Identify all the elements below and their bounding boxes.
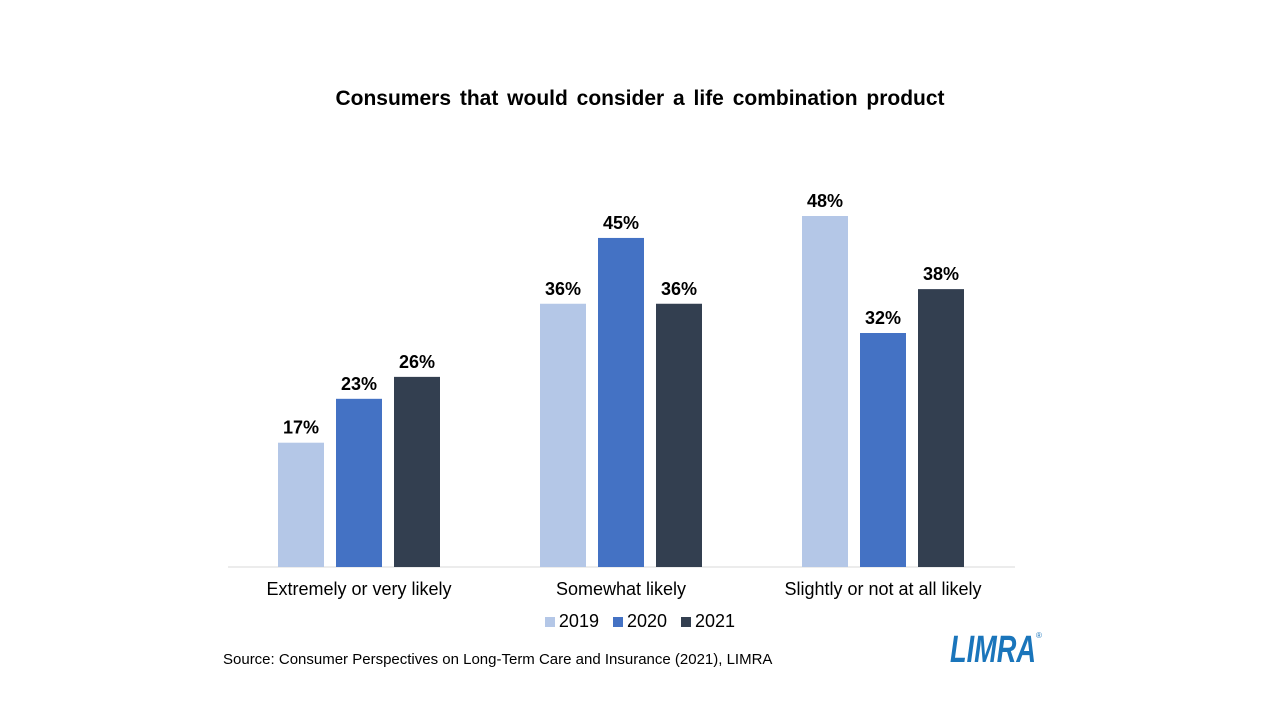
bar-2020-3: [860, 333, 906, 567]
legend-swatch-2020: [612, 616, 623, 627]
legend-item-2019: 2019: [544, 611, 599, 632]
data-label-2021-3: 38%: [923, 264, 959, 284]
svg-text:®: ®: [1036, 631, 1042, 640]
legend-label-2021: 2021: [695, 611, 736, 631]
legend-item-2020: 2020: [612, 611, 668, 632]
data-label-2019-3: 48%: [807, 191, 843, 211]
data-label-2021-1: 26%: [399, 352, 435, 372]
bar-2021-2: [656, 303, 702, 567]
data-label-2021-2: 36%: [661, 279, 697, 299]
bar-2020-2: [598, 237, 644, 567]
legend-swatch-2019: [544, 616, 555, 627]
legend-swatch-2021: [681, 616, 692, 627]
limra-logo: LIMRA ®: [950, 629, 1042, 668]
category-label-2: Somewhat likely: [556, 579, 686, 599]
svg-text:LIMRA: LIMRA: [950, 629, 1036, 668]
bar-2019-2: [540, 303, 586, 567]
legend-item-2021: 2021: [681, 611, 735, 632]
bar-2019-3: [802, 216, 848, 567]
legend-label-2020: 2020: [626, 611, 668, 631]
bars-layer: [278, 216, 964, 567]
chart-title: Consumers that would consider a life com…: [335, 87, 945, 110]
data-labels-layer: 17% 23% 26% 36% 45% 36% 48% 32% 38%: [283, 191, 959, 438]
category-label-1: Extremely or very likely: [266, 579, 451, 599]
bar-2021-1: [394, 376, 440, 567]
legend-label-2019: 2019: [558, 611, 599, 631]
bar-2019-1: [278, 442, 324, 567]
data-label-2019-2: 36%: [545, 279, 581, 299]
data-label-2020-3: 32%: [865, 308, 901, 328]
data-label-2020-2: 45%: [603, 213, 639, 233]
bar-2020-1: [336, 398, 382, 567]
source-note: Source: Consumer Perspectives on Long-Te…: [223, 651, 773, 668]
category-label-3: Slightly or not at all likely: [784, 579, 981, 599]
legend: 2019 2020 2021: [0, 611, 1280, 632]
data-label-2020-1: 23%: [341, 374, 377, 394]
category-labels-layer: Extremely or very likely Somewhat likely S…: [266, 579, 981, 599]
data-label-2019-1: 17%: [283, 418, 319, 438]
bar-2021-3: [918, 289, 964, 567]
